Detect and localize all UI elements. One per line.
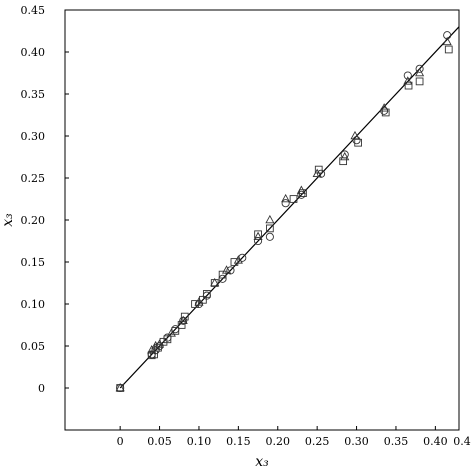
circle-point [443,31,452,40]
circle-point [218,274,227,283]
triangle-point [155,339,165,348]
square-point [254,230,262,239]
square-point [444,45,453,54]
triangle-point [151,340,161,350]
square-point [381,108,390,117]
x-tick-label: 0.40 [423,435,448,448]
square-point [314,165,323,174]
y-tick-label: 0 [38,382,45,395]
circle-point [403,71,412,80]
square-point [202,290,211,298]
triangle-point [233,255,243,264]
y-tick-label: 0.05 [21,340,46,353]
square-point [116,384,125,392]
x-tick-label: 0.20 [266,435,291,448]
x-tick-label: 0.25 [305,435,330,448]
x-tick-label: 0.35 [384,435,409,448]
square-point [159,337,168,346]
y-tick-label: 0.10 [21,298,46,311]
triangle-point [147,345,157,354]
triangle-point [210,277,220,287]
x-tick-label: 0.05 [147,435,172,448]
triangle-point [281,193,291,203]
circle-point [297,190,306,199]
plot-frame [64,9,460,431]
square-point [171,327,180,335]
x-axis-label: x₃ [255,454,269,470]
square-point [218,270,227,279]
triangle-point [350,130,360,140]
triangle-point [221,265,232,274]
square-point [154,343,162,352]
y-tick-label: 0.35 [21,88,46,101]
y-tick-label: 0.30 [21,130,46,143]
square-point [415,77,424,86]
square-point [191,300,199,308]
square-point [339,157,348,166]
square-point [354,138,362,147]
y-tick-label: 0.15 [21,256,46,269]
circle-point [317,169,326,178]
triangle-point [379,103,389,112]
circle-point [415,64,424,73]
x-axis-ticks: 0 0.05 0.10 0.15 0.20 0.25 0.30 0.35 0.40 0.4 [117,426,471,448]
triangle-point [115,382,125,392]
square-point [180,312,189,321]
triangle-point [194,297,204,306]
square-point [299,189,307,197]
square-point [230,258,239,266]
circle-point [352,136,361,145]
square-point [210,279,219,287]
triangle-point [253,231,263,241]
square-point [150,350,158,359]
circle-point [265,232,274,241]
data-markers [115,31,453,393]
x-tick-label: 0.15 [226,435,251,448]
y-tick-label: 0.20 [21,214,46,227]
triangle-point [403,76,413,85]
circle-point [281,199,290,208]
y-tick-label: 0.45 [21,4,46,17]
square-point [266,224,274,233]
triangle-point [415,67,425,77]
x-tick-label: 0.30 [344,435,369,448]
square-point [177,321,186,329]
square-point [199,295,207,304]
circle-point [226,266,235,275]
square-point [147,351,156,360]
y-axis-label: x₃ [0,213,16,227]
triangle-point [442,36,452,46]
triangle-point [340,151,350,161]
square-point [404,81,413,90]
x-tick-label: 0.10 [187,435,212,448]
y-axis-ticks: 0 0.05 0.10 0.15 0.20 0.25 0.30 0.35 0.40 0.45 [21,4,69,395]
circle-point [238,253,247,262]
square-point [289,195,298,203]
triangle-point [166,328,176,337]
reference-line [119,26,460,389]
x-tick-label-clipped: 0.4 [453,435,471,448]
triangle-point [265,214,275,224]
y-tick-label: 0.25 [21,172,46,185]
square-point [163,335,172,344]
y-tick-label: 0.40 [21,46,46,59]
x-tick-label: 0 [117,435,124,448]
